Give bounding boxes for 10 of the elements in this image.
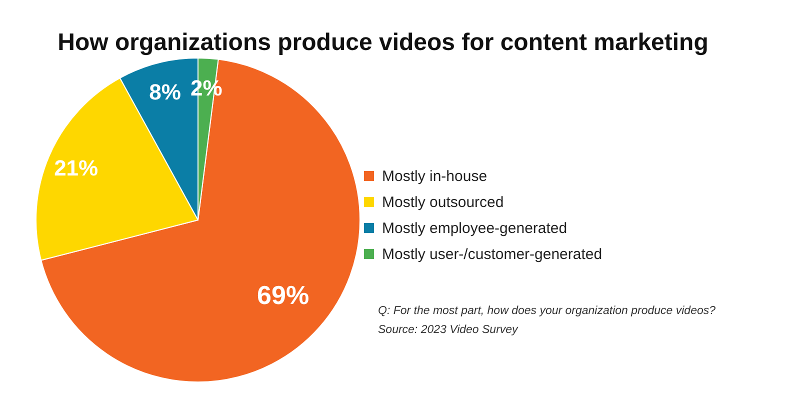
data-label: 21% <box>54 155 98 180</box>
legend-label: Mostly in-house <box>382 168 488 185</box>
legend-label: Mostly user-/customer-generated <box>382 246 602 263</box>
legend-label: Mostly employee-generated <box>382 220 568 237</box>
source-note: Source: 2023 Video Survey <box>378 324 520 336</box>
chart-title: How organizations produce videos for content marketing <box>58 29 708 56</box>
legend-label: Mostly outsourced <box>382 194 504 211</box>
data-label: 8% <box>149 79 181 104</box>
data-label: 69% <box>257 280 310 310</box>
text: Q: For the most part, how does your organization produce videos? <box>378 305 716 317</box>
